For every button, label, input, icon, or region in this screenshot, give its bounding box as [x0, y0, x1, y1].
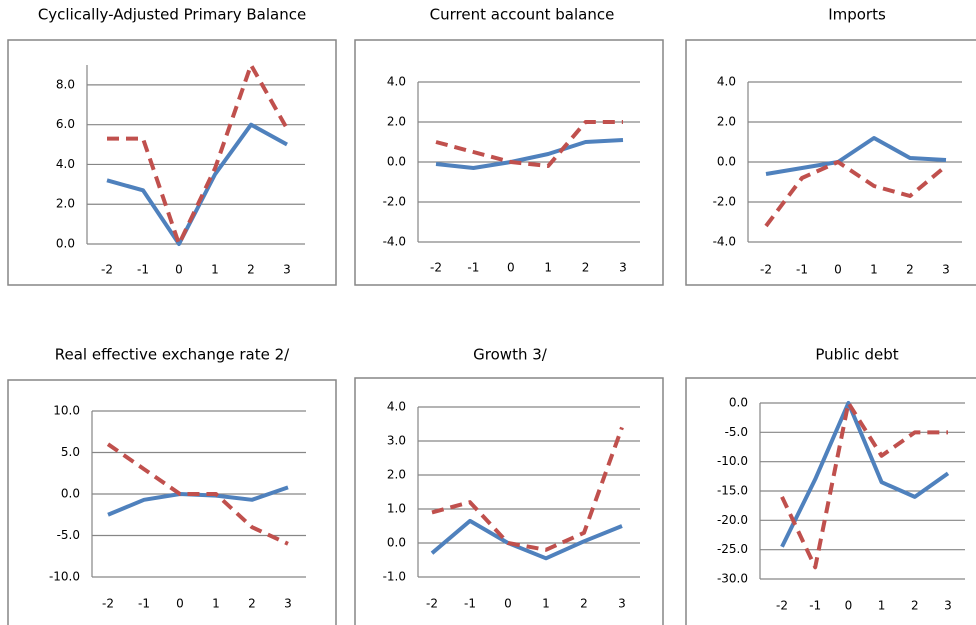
chart-title: Current account balance [430, 6, 615, 24]
x-tick-label: 3 [283, 263, 291, 277]
data-line [106, 442, 289, 546]
x-tick-label: 3 [942, 263, 950, 277]
x-tick-label: -2 [426, 597, 438, 611]
x-tick-label: -1 [467, 261, 479, 275]
x-tick-label: 2 [247, 263, 255, 277]
y-tick-label: -5.0 [725, 425, 748, 439]
y-tick-label: 0.0 [56, 237, 75, 251]
y-tick-label: 1.0 [387, 502, 406, 516]
data-line [106, 122, 288, 246]
y-tick-label: -1.0 [383, 570, 406, 584]
y-tick-label: 8.0 [56, 77, 75, 91]
x-tick-label: 2 [582, 261, 590, 275]
y-tick-label: 2.0 [387, 115, 406, 129]
data-line [107, 63, 289, 246]
y-tick-label: 0.0 [61, 487, 80, 501]
x-tick-label: -1 [138, 597, 150, 611]
y-tick-label: 4.0 [387, 75, 406, 89]
y-tick-label: -4.0 [383, 235, 406, 249]
data-line [764, 160, 948, 228]
x-tick-label: -2 [101, 263, 113, 277]
x-tick-label: 1 [878, 599, 886, 613]
y-tick-label: 6.0 [56, 117, 75, 131]
x-tick-label: -1 [464, 597, 476, 611]
y-tick-label: 4.0 [387, 400, 406, 414]
chart-title: Growth 3/ [473, 346, 548, 364]
y-tick-label: 4.0 [717, 75, 736, 89]
x-tick-label: 2 [248, 597, 256, 611]
x-tick-label: 3 [944, 599, 952, 613]
x-tick-label: 0 [507, 261, 515, 275]
y-tick-label: 2.0 [56, 197, 75, 211]
data-line [765, 136, 947, 176]
y-tick-label: -30.0 [717, 572, 748, 586]
y-tick-label: 3.0 [387, 434, 406, 448]
x-tick-label: 1 [212, 597, 220, 611]
y-tick-label: 4.0 [56, 157, 75, 171]
y-tick-label: -25.0 [717, 542, 748, 556]
x-tick-label: 0 [504, 597, 512, 611]
x-tick-label: 2 [911, 599, 919, 613]
x-tick-label: 2 [580, 597, 588, 611]
y-tick-label: -2.0 [713, 195, 736, 209]
y-tick-label: 0.0 [387, 155, 406, 169]
chart-title: Public debt [815, 346, 898, 364]
y-tick-label: 10.0 [53, 404, 80, 418]
x-tick-label: 0 [175, 263, 183, 277]
y-tick-label: -4.0 [713, 235, 736, 249]
y-tick-label: -10.0 [717, 454, 748, 468]
panel-frame [685, 377, 976, 625]
x-tick-label: -2 [776, 599, 788, 613]
x-tick-label: 2 [906, 263, 914, 277]
data-line [435, 120, 623, 168]
data-line [431, 426, 624, 552]
y-tick-label: 5.0 [61, 445, 80, 459]
data-line [780, 401, 950, 548]
x-tick-label: 0 [845, 599, 853, 613]
x-tick-label: -1 [809, 599, 821, 613]
x-tick-label: 1 [542, 597, 550, 611]
y-tick-label: 2.0 [717, 115, 736, 129]
x-tick-label: 3 [284, 597, 292, 611]
chart-title: Cyclically-Adjusted Primary Balance [38, 6, 306, 24]
data-line [780, 401, 948, 570]
x-tick-label: 3 [618, 597, 626, 611]
panel-frame [7, 379, 337, 625]
y-tick-label: -15.0 [717, 484, 748, 498]
x-tick-label: -1 [796, 263, 808, 277]
y-tick-label: -20.0 [717, 513, 748, 527]
y-tick-label: 2.0 [387, 468, 406, 482]
y-tick-label: 0.0 [387, 536, 406, 550]
y-tick-label: -10.0 [49, 570, 80, 584]
y-tick-label: 0.0 [729, 396, 748, 410]
x-tick-label: 1 [870, 263, 878, 277]
x-tick-label: 1 [211, 263, 219, 277]
chart-title: Imports [828, 6, 886, 24]
x-tick-label: 0 [176, 597, 184, 611]
x-tick-label: -2 [102, 597, 114, 611]
chart-title: Real effective exchange rate 2/ [55, 346, 290, 364]
x-tick-label: 1 [544, 261, 552, 275]
x-tick-label: 0 [834, 263, 842, 277]
x-tick-label: -2 [760, 263, 772, 277]
x-tick-label: -1 [137, 263, 149, 277]
data-line [435, 138, 624, 170]
y-tick-label: -2.0 [383, 195, 406, 209]
data-line [430, 518, 623, 561]
y-tick-label: 0.0 [717, 155, 736, 169]
x-tick-label: 3 [619, 261, 627, 275]
y-tick-label: -5.0 [57, 528, 80, 542]
panel-frame [354, 377, 664, 625]
x-tick-label: -2 [430, 261, 442, 275]
